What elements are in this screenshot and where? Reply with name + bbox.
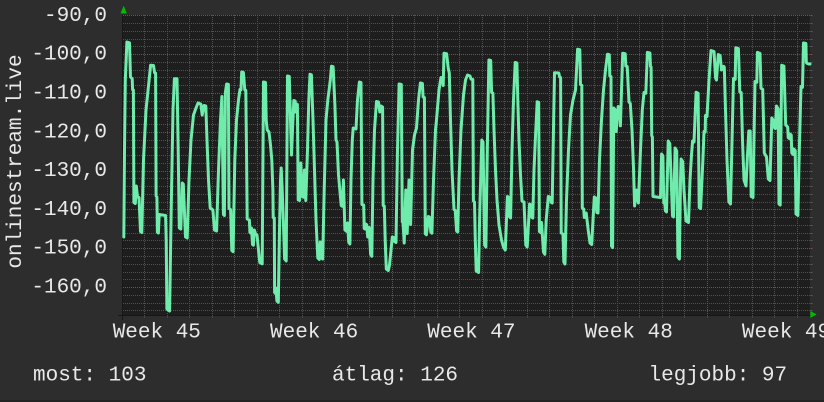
svg-text:legjobb: 97: legjobb: 97 — [649, 365, 788, 388]
svg-text:Week 46: Week 46 — [270, 322, 358, 345]
svg-text:Week 47: Week 47 — [427, 322, 515, 345]
svg-text:-110,0: -110,0 — [31, 82, 107, 105]
svg-text:átlag: 126: átlag: 126 — [332, 365, 458, 388]
svg-text:-120,0: -120,0 — [31, 121, 107, 144]
svg-text:Week 49: Week 49 — [742, 322, 824, 345]
svg-text:-100,0: -100,0 — [31, 44, 107, 67]
svg-text:-140,0: -140,0 — [31, 199, 107, 222]
svg-text:-160,0: -160,0 — [31, 277, 107, 300]
svg-text:most: 103: most: 103 — [33, 365, 146, 388]
svg-text:Week 48: Week 48 — [585, 322, 673, 345]
svg-text:-130,0: -130,0 — [31, 160, 107, 183]
svg-text:Week 45: Week 45 — [113, 322, 201, 345]
svg-text:-150,0: -150,0 — [31, 238, 107, 261]
svg-text:onlinestream.live: onlinestream.live — [5, 54, 28, 268]
svg-text:-90,0: -90,0 — [44, 5, 107, 28]
